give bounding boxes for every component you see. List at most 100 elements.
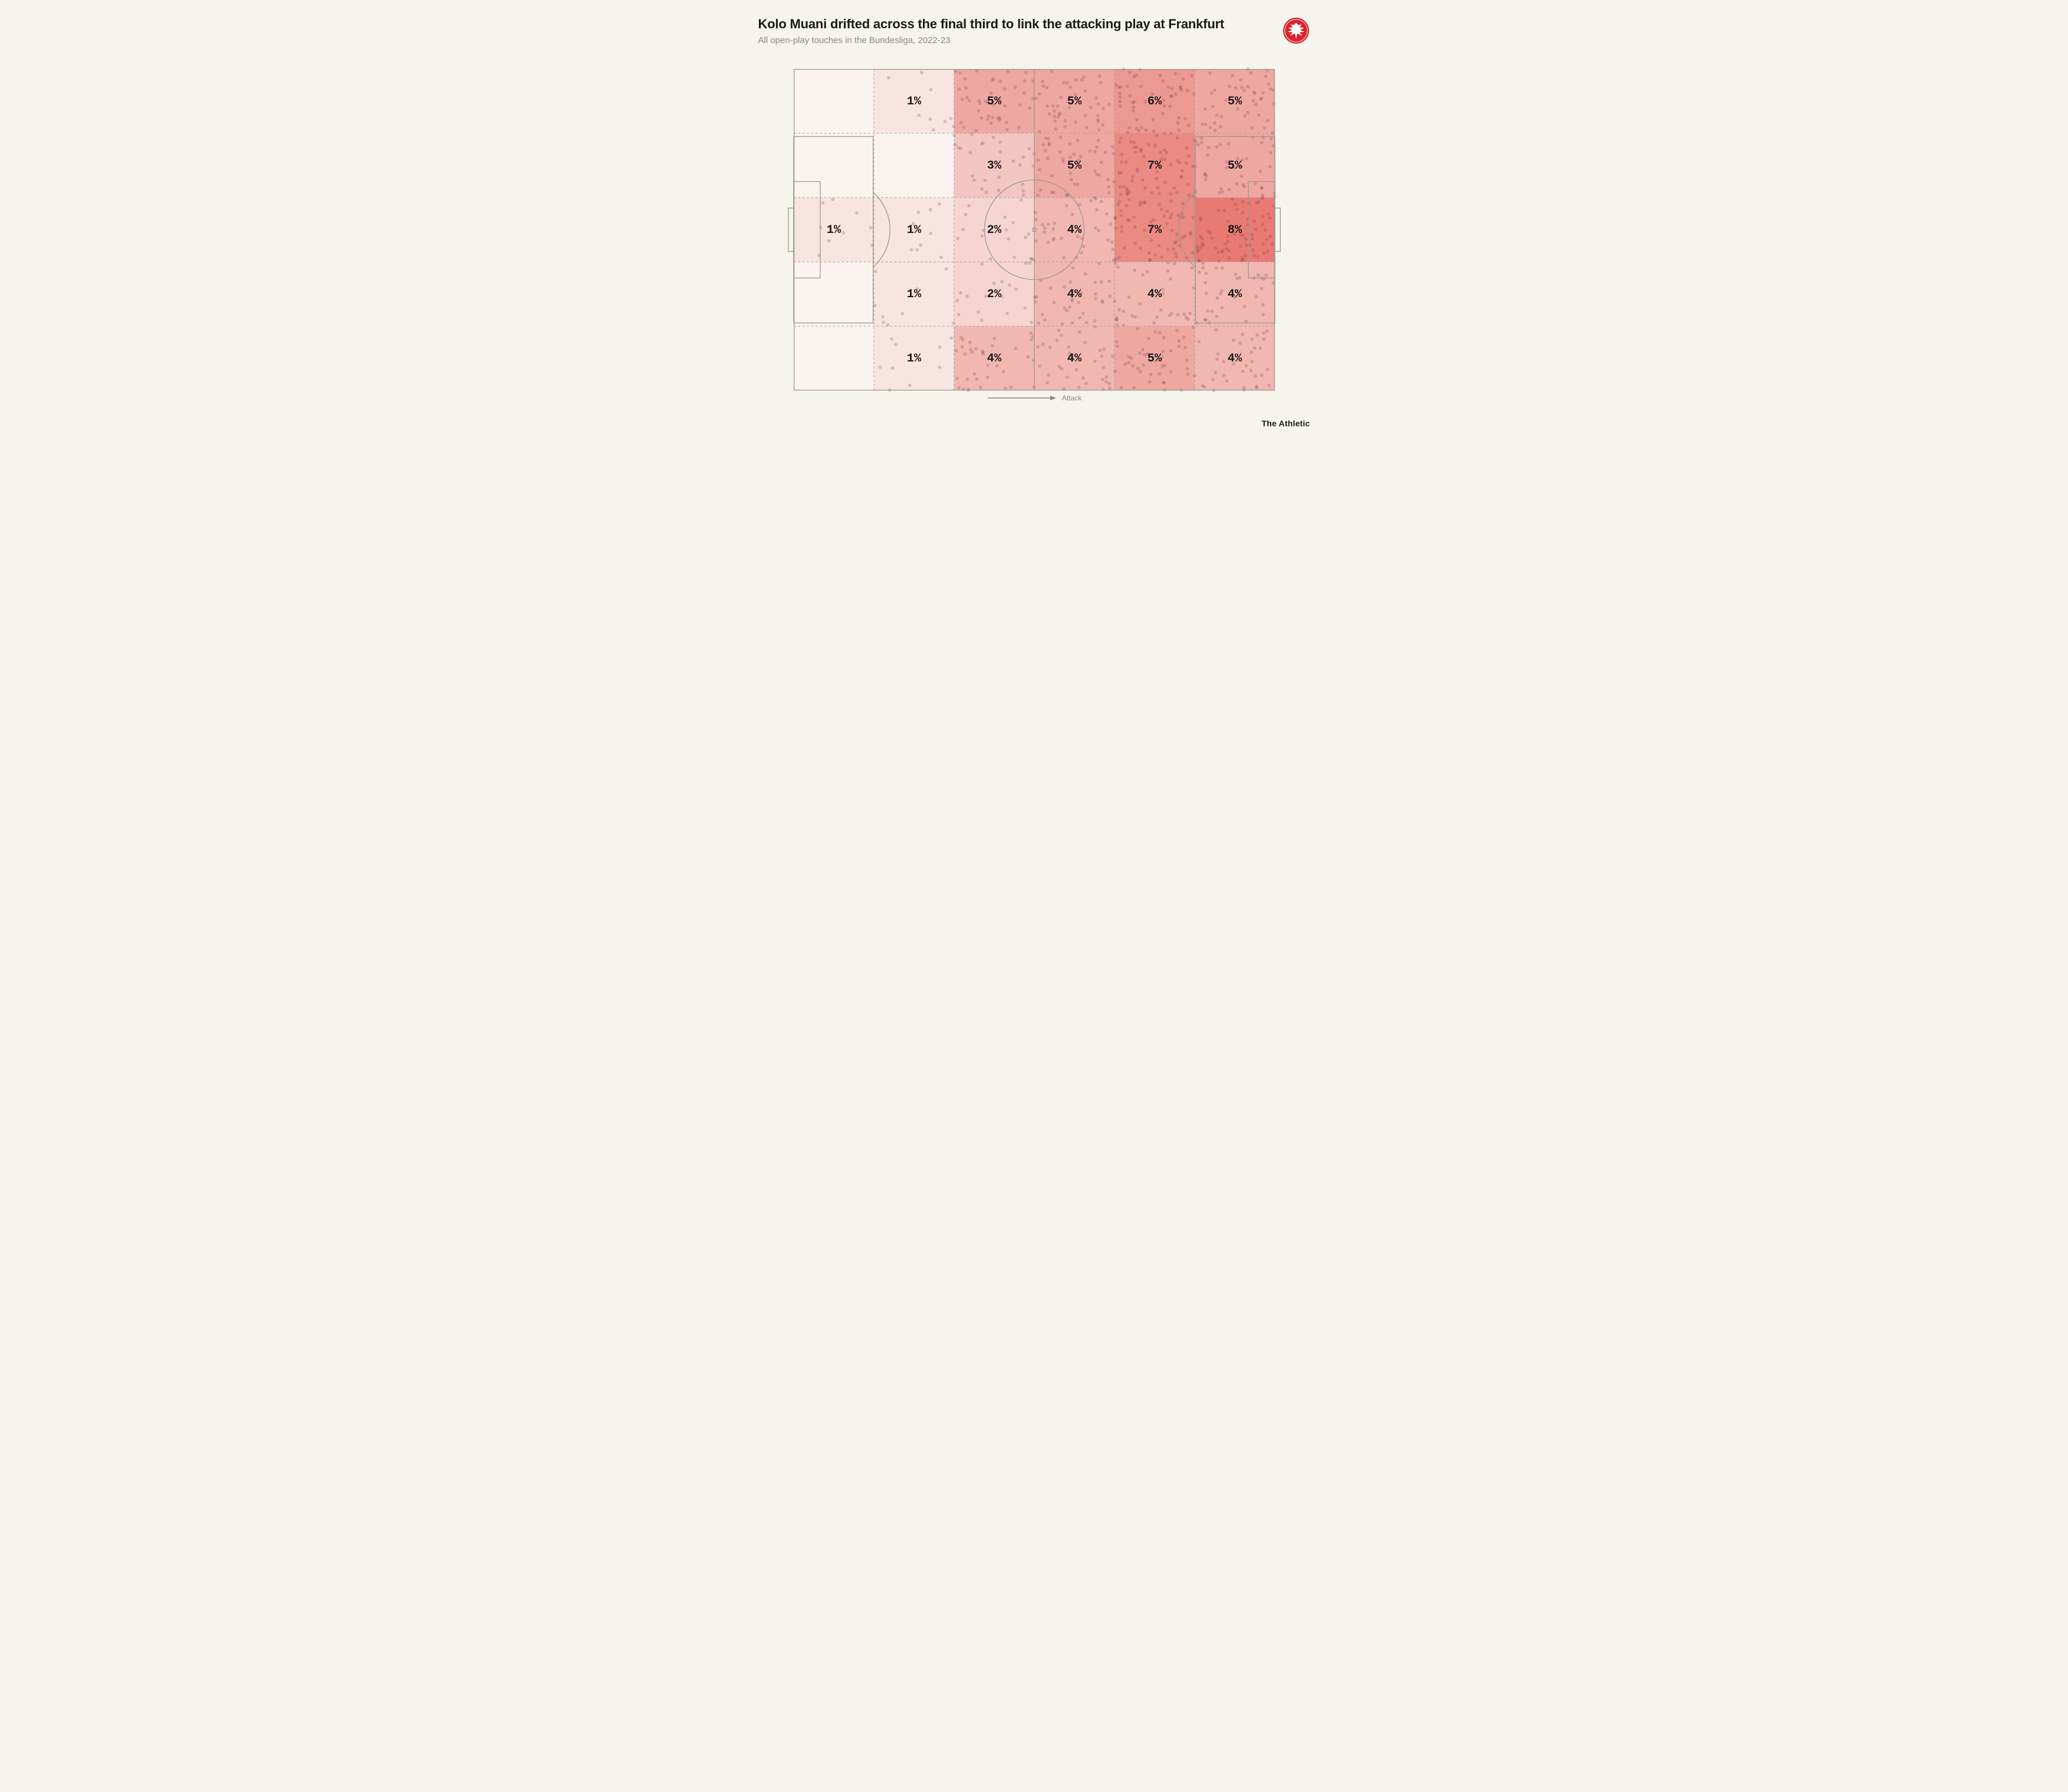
- touch-dot: [1183, 117, 1187, 120]
- touch-dot: [1254, 374, 1257, 377]
- touch-dot: [968, 341, 972, 344]
- touch-dot: [1143, 201, 1146, 205]
- touch-dot: [957, 386, 961, 390]
- touch-dot: [1028, 107, 1031, 110]
- touch-dot: [1238, 341, 1242, 345]
- zone-value: 5%: [1147, 352, 1162, 366]
- touch-dot: [1068, 142, 1071, 146]
- zone-value: 4%: [1227, 288, 1242, 301]
- touch-dot: [1143, 229, 1146, 232]
- touch-dot: [886, 76, 890, 80]
- touch-dot: [1208, 71, 1211, 75]
- touch-dot: [1002, 104, 1006, 108]
- touch-dot: [1125, 204, 1128, 208]
- touch-dot: [1117, 308, 1120, 311]
- touch-dot: [1117, 256, 1120, 259]
- touch-dot: [1024, 236, 1027, 239]
- touch-dot: [1096, 118, 1099, 121]
- touch-dot: [1118, 100, 1122, 103]
- touch-dot: [1244, 320, 1248, 323]
- touch-dot: [1186, 183, 1189, 186]
- touch-dot: [989, 121, 992, 125]
- zone-value: 1%: [906, 288, 921, 301]
- touch-dot: [1166, 86, 1170, 89]
- touch-dot: [1136, 327, 1139, 330]
- touch-dot: [1216, 352, 1219, 356]
- touch-dot: [1097, 173, 1101, 177]
- touch-dot: [1122, 310, 1125, 313]
- touch-dot: [1023, 306, 1027, 310]
- touch-dot: [1097, 128, 1100, 131]
- touch-dot: [1044, 136, 1047, 140]
- touch-dot: [1227, 256, 1231, 259]
- touch-dot: [1093, 150, 1097, 153]
- touch-dot: [1139, 149, 1142, 153]
- touch-dot: [1045, 86, 1048, 90]
- touch-dot: [954, 349, 958, 353]
- touch-dot: [1240, 86, 1244, 89]
- pitch-heatmap: 1%5%5%6%5%3%5%7%5%1%1%2%4%7%8%1%2%4%4%4%…: [794, 69, 1275, 390]
- zone-value: 4%: [1227, 352, 1242, 366]
- touch-dot: [1079, 251, 1083, 255]
- touch-dot: [1268, 87, 1272, 91]
- touch-dot: [928, 208, 932, 212]
- touch-dot: [1068, 280, 1072, 284]
- touch-dot: [1113, 258, 1117, 261]
- touch-dot: [1143, 186, 1147, 190]
- touch-dot: [1137, 302, 1141, 305]
- touch-dot: [1107, 280, 1111, 283]
- touch-dot: [1054, 127, 1057, 131]
- touch-dot: [1166, 269, 1169, 273]
- zone-value: 4%: [1147, 288, 1162, 301]
- chart-subtitle: All open-play touches in the Bundesliga,…: [758, 35, 1282, 45]
- touch-dot: [1161, 350, 1165, 353]
- touch-dot: [1094, 96, 1098, 100]
- touch-dot: [1215, 145, 1218, 149]
- touch-dot: [1084, 321, 1088, 324]
- touch-dot: [1212, 121, 1216, 125]
- touch-dot: [1176, 121, 1179, 125]
- touch-dot: [1197, 340, 1201, 343]
- touch-dot: [1217, 251, 1220, 254]
- touch-dot: [1053, 119, 1057, 123]
- touch-dot: [1153, 253, 1157, 257]
- zone-cell: [794, 326, 874, 390]
- touch-dot: [1238, 244, 1242, 248]
- touch-dot: [1206, 146, 1210, 149]
- touch-dot: [1214, 246, 1217, 250]
- touch-dot: [1041, 143, 1045, 147]
- touch-dot: [1183, 235, 1186, 238]
- touch-dot: [1096, 139, 1100, 142]
- touch-dot: [1254, 384, 1258, 388]
- touch-dot: [1260, 141, 1263, 144]
- touch-dot: [951, 321, 955, 325]
- touch-dot: [1132, 215, 1136, 219]
- zone-value: 8%: [1227, 223, 1242, 237]
- touch-dot: [1238, 78, 1242, 82]
- touch-dot: [989, 91, 992, 95]
- touch-dot: [1219, 115, 1223, 119]
- touch-dot: [1175, 255, 1178, 259]
- touch-dot: [1021, 155, 1025, 159]
- touch-dot: [1111, 354, 1114, 358]
- touch-dot: [931, 128, 935, 131]
- touch-dot: [1050, 190, 1053, 194]
- touch-dot: [1191, 251, 1194, 255]
- touch-dot: [985, 376, 989, 379]
- touch-dot: [909, 248, 913, 251]
- chart-title: Kolo Muani drifted across the final thir…: [758, 17, 1282, 32]
- touch-dot: [992, 282, 995, 285]
- touch-dot: [1189, 232, 1192, 236]
- touch-dot: [1065, 81, 1068, 84]
- touch-dot: [1146, 143, 1150, 147]
- touch-dot: [881, 315, 885, 318]
- touch-dot: [1159, 308, 1162, 312]
- touch-dot: [1080, 78, 1083, 82]
- touch-dot: [929, 88, 932, 91]
- touch-dot: [1029, 257, 1033, 261]
- touch-dot: [1127, 126, 1131, 130]
- touch-dot: [1211, 378, 1214, 382]
- touch-dot: [1024, 71, 1028, 74]
- touch-dot: [1169, 213, 1173, 216]
- touch-dot: [991, 116, 994, 119]
